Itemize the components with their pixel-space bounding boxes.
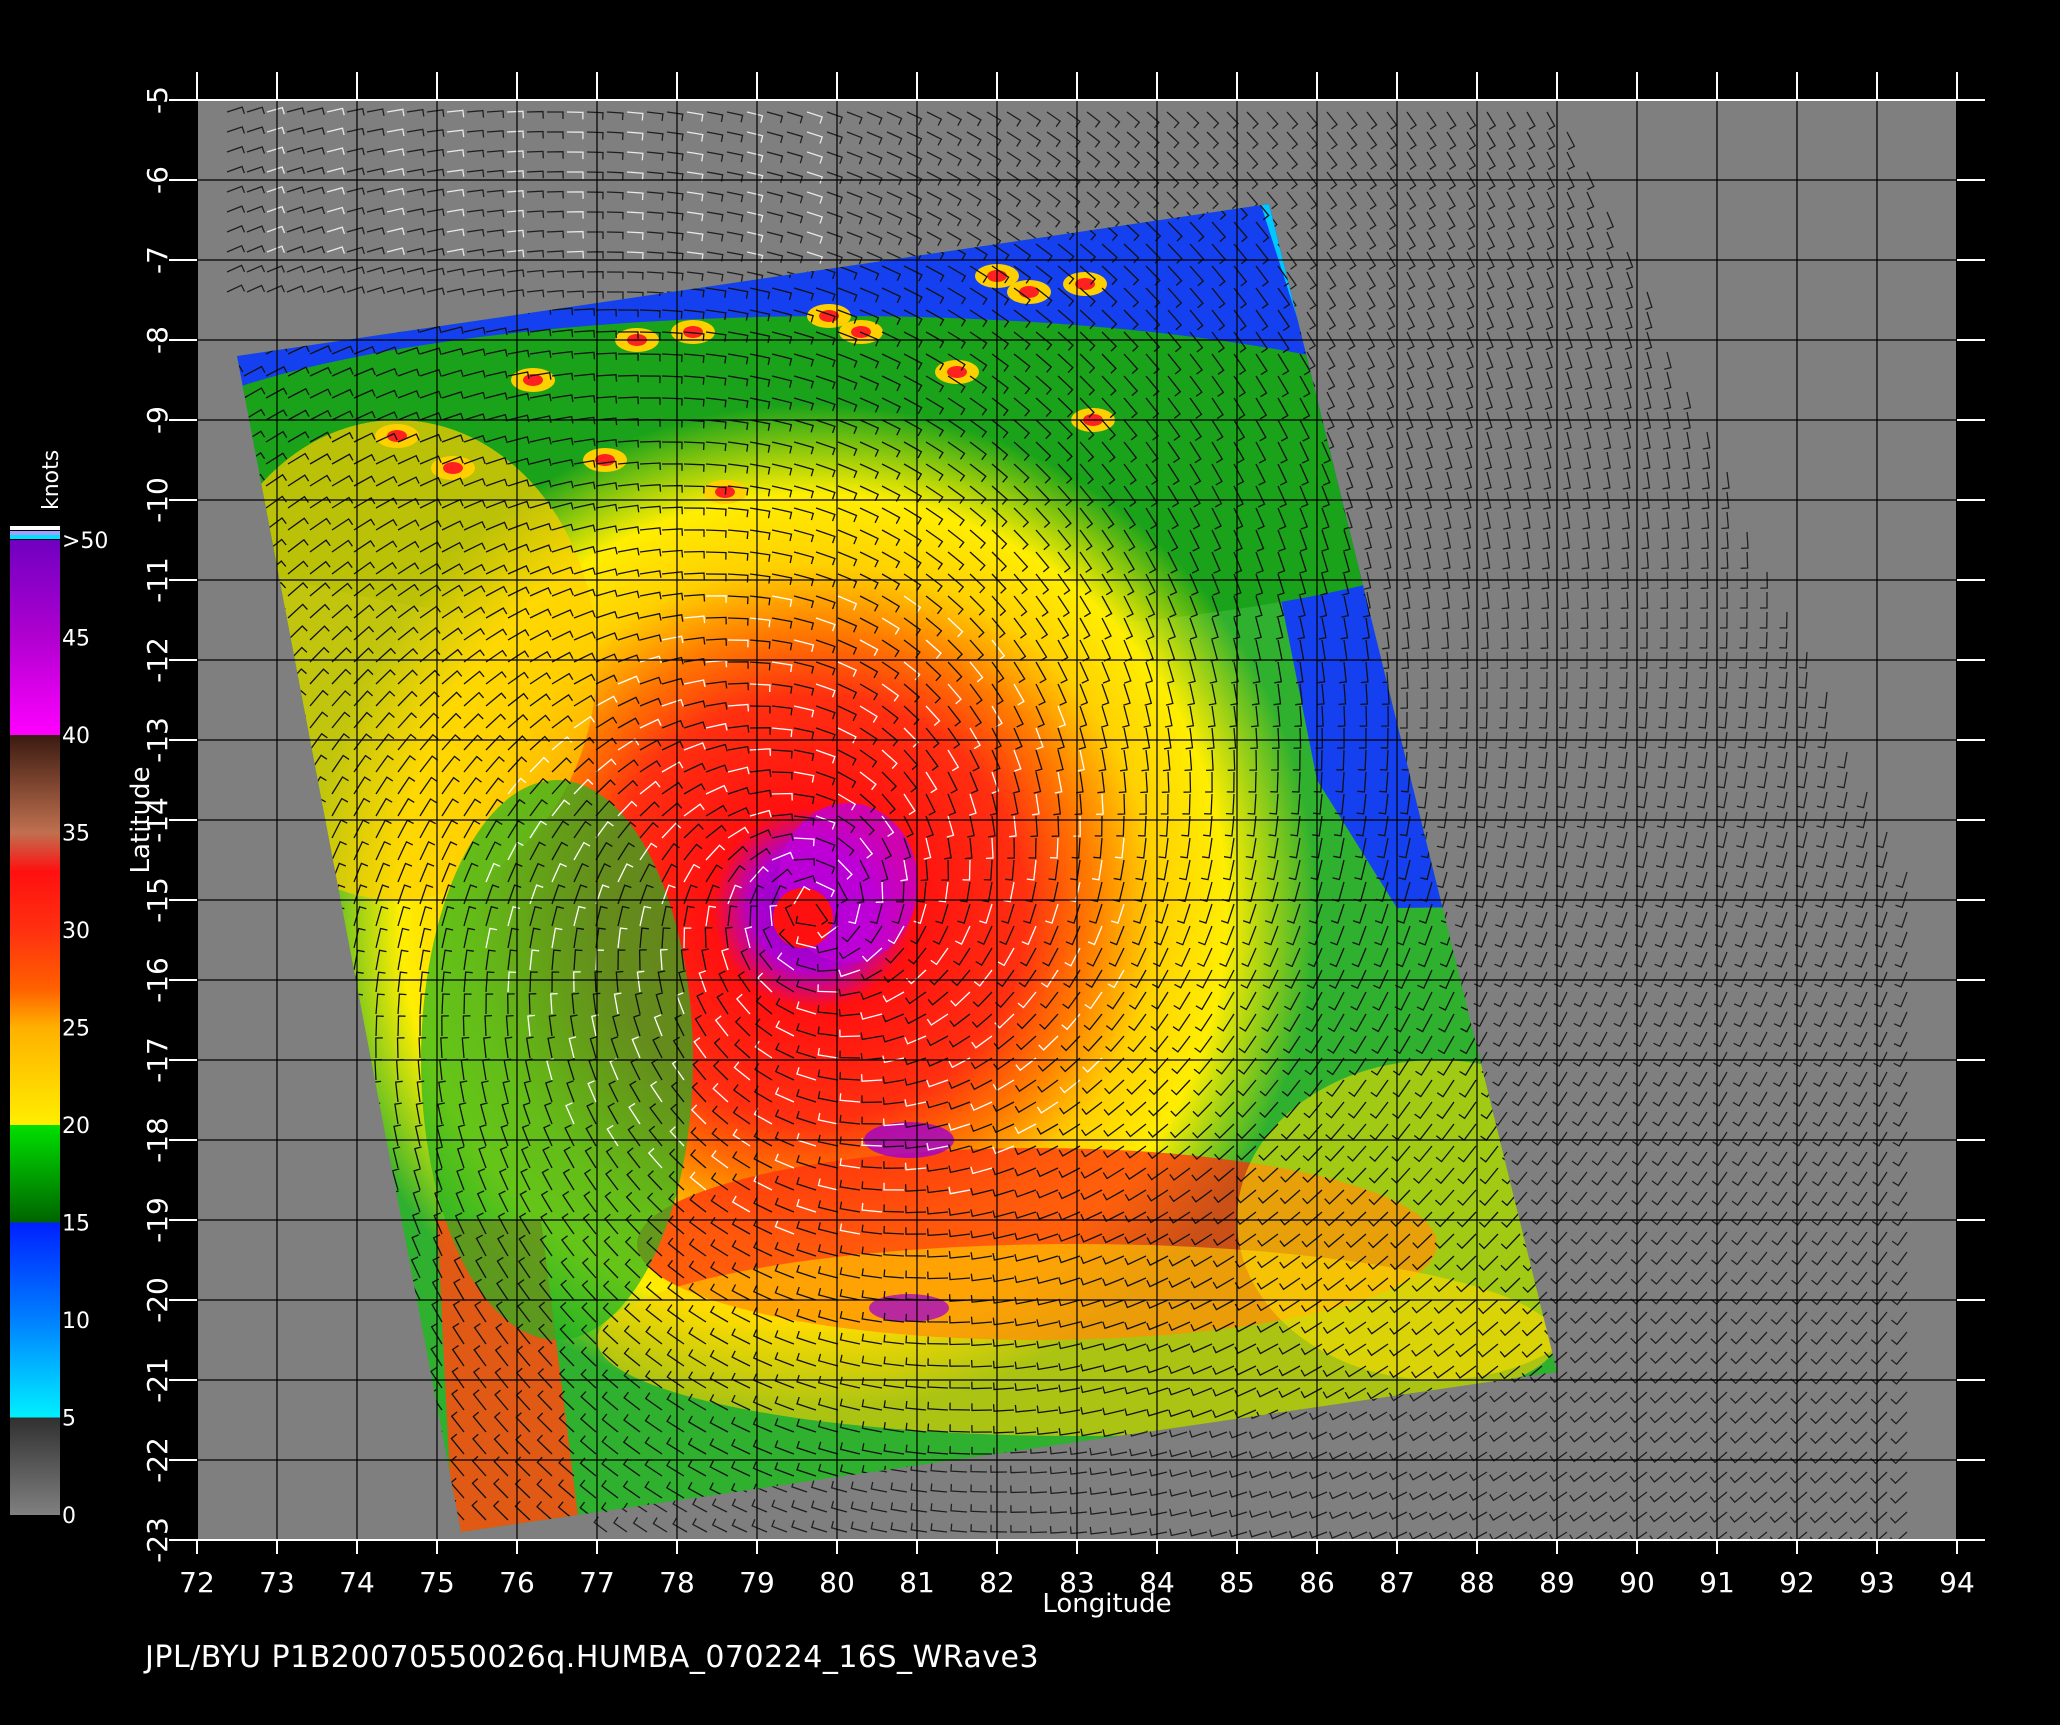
x-tick-label: 74	[339, 1566, 375, 1599]
footer-caption: JPL/BYU P1B20070550026q.HUMBA_070224_16S…	[145, 1640, 1040, 1675]
y-tick-label: -13	[141, 717, 174, 763]
legend-cap	[10, 531, 60, 535]
y-tick-label: -12	[141, 637, 174, 683]
y-tick-label: -7	[141, 246, 174, 274]
x-tick-label: 79	[739, 1566, 775, 1599]
y-tick-label: -6	[141, 166, 174, 194]
x-tick-label: 92	[1779, 1566, 1815, 1599]
legend-label: 35	[62, 822, 90, 847]
legend-label: >50	[62, 529, 108, 554]
legend-label: 30	[62, 919, 90, 944]
x-tick-label: 84	[1139, 1566, 1175, 1599]
x-axis-label: Longitude	[1042, 1589, 1171, 1619]
y-tick-label: -11	[141, 557, 174, 603]
x-tick-label: 77	[579, 1566, 615, 1599]
wind-speed-legend: >50 45 40 35 30 25 20 15 10 5 0 knots	[10, 450, 108, 1529]
y-axis-label: Latitude	[126, 766, 156, 873]
x-tick-label: 86	[1299, 1566, 1335, 1599]
lat-lon-grid	[196, 99, 1958, 1541]
x-tick-label: 78	[659, 1566, 695, 1599]
x-tick-label: 85	[1219, 1566, 1255, 1599]
y-tick-label: -22	[141, 1437, 174, 1483]
y-tick-label: -18	[141, 1117, 174, 1163]
x-tick-label: 93	[1859, 1566, 1895, 1599]
legend-unit: knots	[39, 450, 64, 510]
x-tick-label: 94	[1939, 1566, 1975, 1599]
y-tick-label: -10	[141, 477, 174, 523]
legend-label: 10	[62, 1309, 90, 1334]
y-tick-label: -8	[141, 326, 174, 354]
legend-label: 25	[62, 1017, 90, 1042]
x-tick-label: 87	[1379, 1566, 1415, 1599]
x-tick-label: 76	[499, 1566, 535, 1599]
x-tick-label: 90	[1619, 1566, 1655, 1599]
legend-label: 20	[62, 1114, 90, 1139]
x-tick-label: 82	[979, 1566, 1015, 1599]
y-tick-label: -9	[141, 406, 174, 434]
y-tick-label: -16	[141, 957, 174, 1003]
axes: 72 73 74 75 76 77 78 79 80 81 82 83 84 85 86 87 88 89 90 91…	[141, 72, 1985, 1599]
x-tick-label: 81	[899, 1566, 935, 1599]
legend-label: 15	[62, 1212, 90, 1237]
legend-colorbar	[10, 540, 60, 1515]
y-tick-label: -14	[141, 797, 174, 843]
y-tick-label: -17	[141, 1037, 174, 1083]
legend-label: 0	[62, 1504, 76, 1529]
x-tick-label: 88	[1459, 1566, 1495, 1599]
legend-label: 40	[62, 724, 90, 749]
y-tick-label: -23	[141, 1517, 174, 1563]
y-tick-label: -15	[141, 877, 174, 923]
y-tick-label: -21	[141, 1357, 174, 1403]
x-tick-label: 91	[1699, 1566, 1735, 1599]
y-tick-label: -20	[141, 1277, 174, 1323]
legend-cap	[10, 526, 60, 530]
x-tick-label: 80	[819, 1566, 855, 1599]
legend-label: 45	[62, 627, 90, 652]
x-tick-label: 89	[1539, 1566, 1575, 1599]
x-tick-label: 83	[1059, 1566, 1095, 1599]
x-tick-label: 73	[259, 1566, 295, 1599]
legend-label: 5	[62, 1407, 76, 1432]
x-tick-label: 72	[179, 1566, 215, 1599]
legend-cap	[10, 535, 60, 539]
y-tick-label: -5	[141, 86, 174, 114]
y-tick-label: -19	[141, 1197, 174, 1243]
x-tick-label: 75	[419, 1566, 455, 1599]
